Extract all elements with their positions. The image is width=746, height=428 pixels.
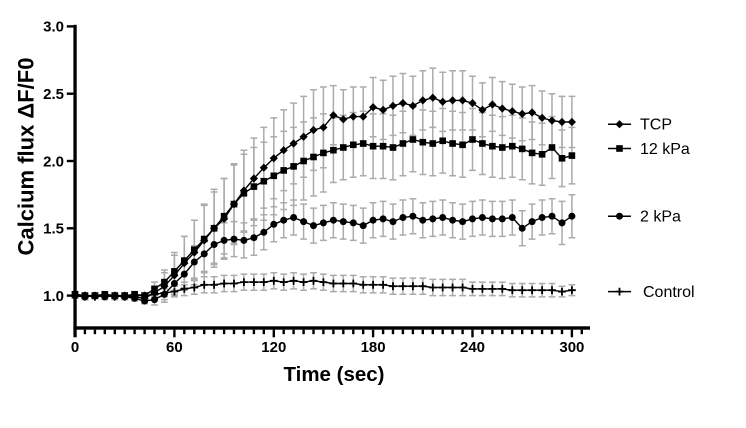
svg-text:TCP: TCP — [640, 117, 672, 134]
svg-text:Control: Control — [643, 284, 695, 301]
svg-text:300: 300 — [559, 339, 584, 356]
svg-text:240: 240 — [460, 339, 485, 356]
svg-text:2.0: 2.0 — [43, 153, 64, 170]
svg-text:2.5: 2.5 — [43, 86, 64, 103]
svg-text:120: 120 — [261, 339, 286, 356]
svg-text:180: 180 — [361, 339, 386, 356]
svg-text:1.0: 1.0 — [43, 288, 64, 305]
svg-text:60: 60 — [166, 339, 183, 356]
svg-text:3.0: 3.0 — [43, 19, 64, 36]
svg-text:12 kPa: 12 kPa — [640, 141, 690, 158]
svg-text:Calcium flux ΔF/F0: Calcium flux ΔF/F0 — [14, 58, 39, 256]
svg-text:Time (sec): Time (sec) — [283, 363, 384, 386]
svg-text:0: 0 — [71, 339, 79, 356]
svg-text:1.5: 1.5 — [43, 221, 64, 238]
svg-text:2 kPa: 2 kPa — [640, 209, 681, 226]
